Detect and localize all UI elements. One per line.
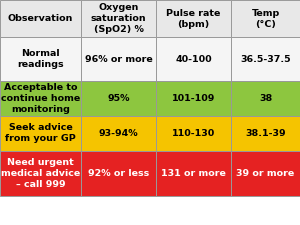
Text: 110-130: 110-130 — [172, 129, 215, 138]
Text: 93-94%: 93-94% — [99, 129, 138, 138]
Text: Observation: Observation — [8, 14, 73, 23]
Text: 36.5-37.5: 36.5-37.5 — [240, 55, 291, 64]
Bar — [81, 37, 156, 81]
Bar — [81, 0, 156, 37]
Bar — [156, 151, 231, 196]
Text: 95%: 95% — [107, 94, 130, 103]
Text: Normal
readings: Normal readings — [17, 49, 64, 69]
Bar — [81, 151, 156, 196]
Bar — [0, 37, 81, 81]
Bar — [156, 0, 231, 37]
Text: Temp
(°C): Temp (°C) — [251, 9, 280, 29]
Bar — [231, 151, 300, 196]
Text: Seek advice
from your GP: Seek advice from your GP — [5, 123, 76, 143]
Text: 38.1-39: 38.1-39 — [245, 129, 286, 138]
Bar — [81, 116, 156, 151]
Text: 39 or more: 39 or more — [236, 169, 295, 178]
Bar — [0, 151, 81, 196]
Bar — [81, 81, 156, 116]
Text: Need urgent
medical advice
– call 999: Need urgent medical advice – call 999 — [1, 158, 80, 189]
Bar — [0, 0, 81, 37]
Bar — [156, 81, 231, 116]
Bar — [156, 116, 231, 151]
Bar — [231, 81, 300, 116]
Text: Oxygen
saturation
(SpO2) %: Oxygen saturation (SpO2) % — [91, 3, 146, 34]
Text: 96% or more: 96% or more — [85, 55, 152, 64]
Text: 131 or more: 131 or more — [161, 169, 226, 178]
Text: Acceptable to
continue home
monitoring: Acceptable to continue home monitoring — [1, 83, 80, 114]
Bar — [156, 37, 231, 81]
Text: 40-100: 40-100 — [175, 55, 212, 64]
Bar — [231, 116, 300, 151]
Bar — [0, 116, 81, 151]
Bar — [0, 81, 81, 116]
Bar — [231, 37, 300, 81]
Text: 38: 38 — [259, 94, 272, 103]
Text: Pulse rate
(bpm): Pulse rate (bpm) — [166, 9, 221, 29]
Bar — [231, 0, 300, 37]
Text: 101-109: 101-109 — [172, 94, 215, 103]
Text: 92% or less: 92% or less — [88, 169, 149, 178]
